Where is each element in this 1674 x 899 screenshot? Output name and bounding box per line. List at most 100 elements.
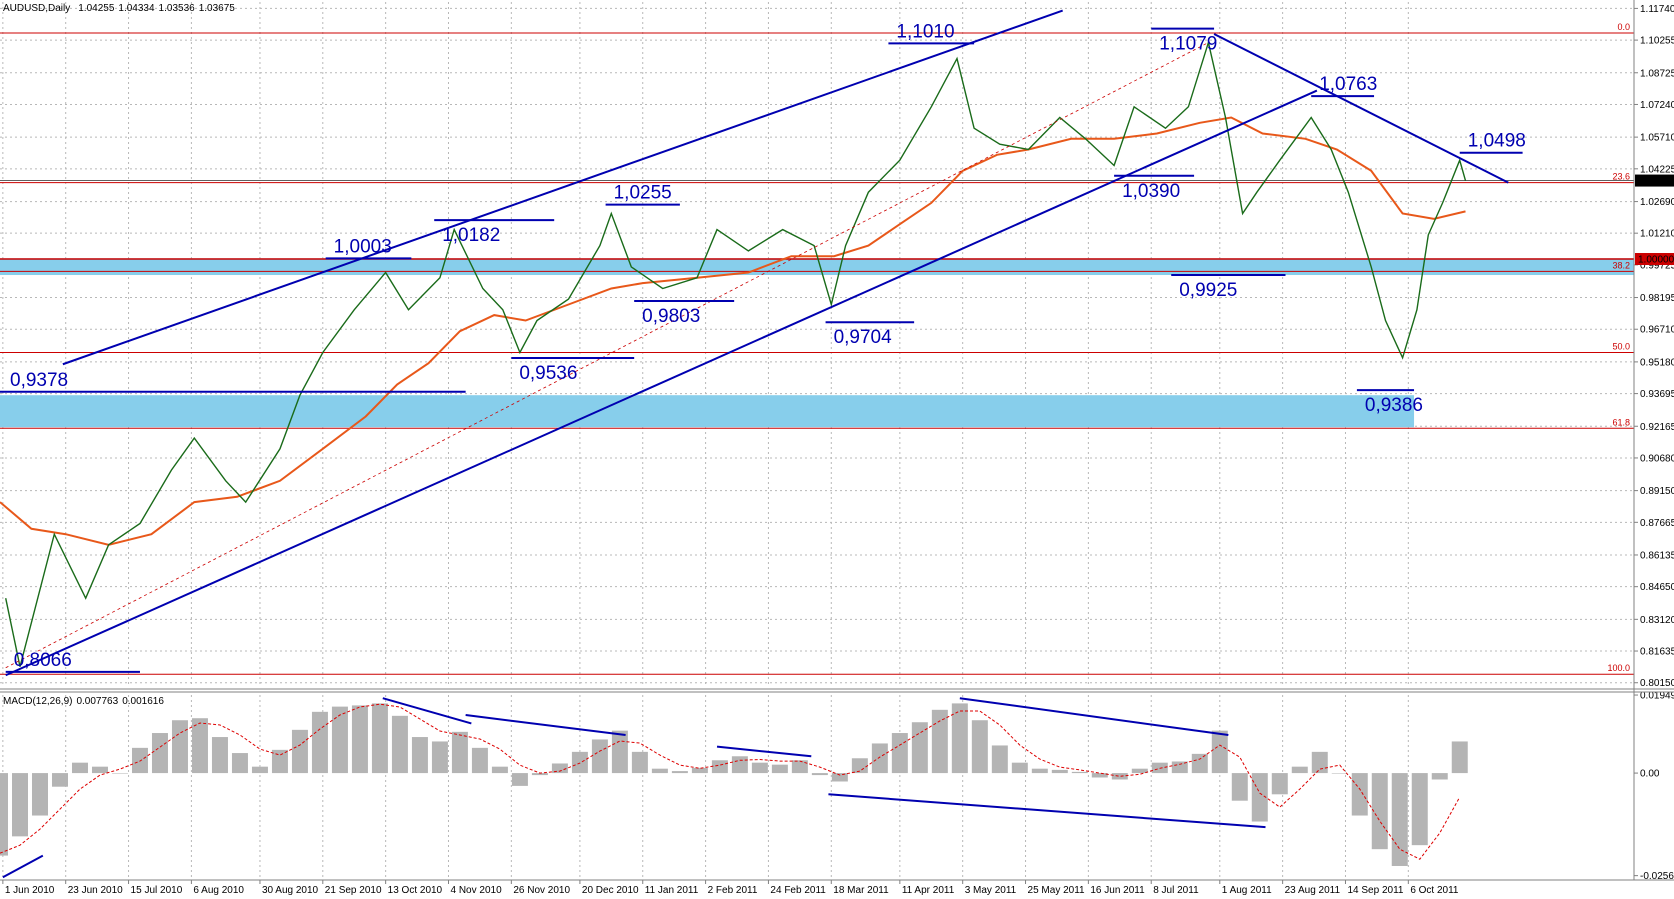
macd-bar (711, 760, 728, 774)
trendline (5, 42, 1209, 669)
fib-label: 23.6 (1612, 172, 1630, 182)
price-marker (1635, 253, 1674, 266)
macd-bar (1171, 761, 1188, 774)
y-tick-label: 0.93695 (1640, 389, 1674, 400)
macd-bar (731, 756, 748, 774)
moving-average (0, 116, 1466, 546)
y-tick-label: 1.04225 (1640, 164, 1674, 175)
macd-bar (411, 737, 428, 774)
macd-bar (311, 711, 328, 774)
x-tick-label: 1 Jun 2010 (5, 885, 55, 896)
y-tick-label: 0.00 (1640, 769, 1660, 780)
x-tick-label: 4 Nov 2010 (450, 885, 502, 896)
macd-trendline (382, 697, 472, 725)
zone (0, 395, 1415, 428)
x-tick-label: 15 Jul 2010 (131, 885, 183, 896)
macd-bar (431, 741, 448, 774)
macd-bar (771, 764, 788, 774)
macd-bar (511, 773, 528, 786)
macd-trendline (2, 854, 44, 879)
level-label: 1,0498 (1468, 131, 1526, 152)
macd-panel (0, 695, 1468, 880)
macd-bar (51, 773, 68, 787)
macd-bar (631, 751, 648, 774)
level-label: 1,1079 (1159, 34, 1217, 55)
y-tick-label: 0.99725 (1640, 260, 1674, 271)
macd-bar (1271, 773, 1288, 795)
x-tick-label: 8 Jul 2011 (1153, 885, 1199, 896)
macd-trendline (716, 745, 812, 758)
ohlc-value: 1.03536 (159, 3, 196, 14)
macd-bar (1371, 773, 1388, 850)
macd-bar (31, 773, 48, 816)
y-tick-label: 0.96710 (1640, 325, 1674, 336)
macd-bar (571, 751, 588, 774)
macd-bar (1331, 773, 1348, 774)
macd-bar (1231, 773, 1248, 801)
x-tick-label: 6 Oct 2011 (1410, 885, 1459, 896)
x-tick-label: 23 Aug 2011 (1285, 885, 1341, 896)
level-label: 1,0255 (614, 183, 672, 204)
macd-bar (151, 733, 168, 774)
macd-bar (1191, 753, 1208, 774)
macd-bar (991, 745, 1008, 774)
macd-bar (671, 771, 688, 774)
x-tick-label: 3 May 2011 (965, 885, 1017, 896)
macd-bar (1351, 773, 1368, 816)
level-label: 0,9386 (1365, 395, 1423, 416)
price-marker-label: 1.03675 (1638, 176, 1674, 187)
macd-bar (211, 737, 228, 774)
macd-trendline (828, 793, 1266, 829)
x-tick-label: 20 Dec 2010 (582, 885, 639, 896)
macd-bar (871, 743, 888, 774)
x-tick-label: 14 Sep 2011 (1347, 885, 1403, 896)
x-tick-label: 30 Aug 2010 (262, 885, 319, 896)
x-tick-label: 1 Aug 2011 (1222, 885, 1272, 896)
level-label: 0,9704 (834, 327, 893, 348)
x-tick-label: 18 Mar 2011 (833, 885, 889, 896)
fib-label: 100.0 (1607, 663, 1630, 673)
macd-bar (611, 730, 628, 774)
x-tick-label: 2 Feb 2011 (708, 885, 758, 896)
macd-bar (471, 747, 488, 774)
macd-bar (1431, 773, 1448, 780)
x-tick-label: 11 Jan 2011 (645, 885, 699, 896)
y-tick-label: 0.95180 (1640, 357, 1674, 368)
y-tick-label: 0.80150 (1640, 678, 1674, 689)
y-tick-label: 1.07240 (1640, 100, 1674, 111)
macd-bar (191, 718, 208, 774)
level-label: 1,0390 (1122, 181, 1180, 202)
macd-readout: 0.007763 (76, 696, 118, 707)
ohlc-value: 1.04255 (78, 3, 115, 14)
macd-bar (1131, 768, 1148, 774)
level-label: 1,1010 (896, 21, 954, 42)
header: AUDUSD,Daily 1.04255 1.04334 1.03536 1.03675 (3, 3, 235, 14)
price-marker (1635, 174, 1674, 187)
x-tick-label: 21 Sep 2010 (325, 885, 382, 896)
price-line (5, 39, 1467, 667)
macd-bar (231, 753, 248, 774)
fib-label: 61.8 (1612, 417, 1630, 427)
macd-bar (111, 773, 128, 774)
x-tick-label: 24 Feb 2011 (770, 885, 826, 896)
macd-bar (971, 720, 988, 774)
y-tick-label: 0.90680 (1640, 453, 1674, 464)
macd-bar (491, 766, 508, 774)
axes: 1 Jun 2010 23 Jun 2010 15 Jul 2010 6 Aug 20… (2, 4, 1674, 896)
macd-bar (811, 773, 828, 776)
y-tick-label: 0.92165 (1640, 422, 1674, 433)
y-tick-label: 1.02690 (1640, 197, 1674, 208)
y-tick-label: 0.019491 (1640, 691, 1674, 702)
macd-bar (1211, 730, 1228, 774)
macd-bar (531, 773, 548, 776)
macd-readout: 0.001616 (122, 696, 164, 707)
y-tick-label: 1.05710 (1640, 133, 1674, 144)
macd-bar (291, 729, 308, 774)
macd-bar (0, 773, 8, 856)
symbol: AUDUSD,Daily (3, 3, 70, 14)
macd-bar (71, 762, 88, 774)
macd-bar (171, 720, 188, 774)
macd-bar (691, 767, 708, 774)
